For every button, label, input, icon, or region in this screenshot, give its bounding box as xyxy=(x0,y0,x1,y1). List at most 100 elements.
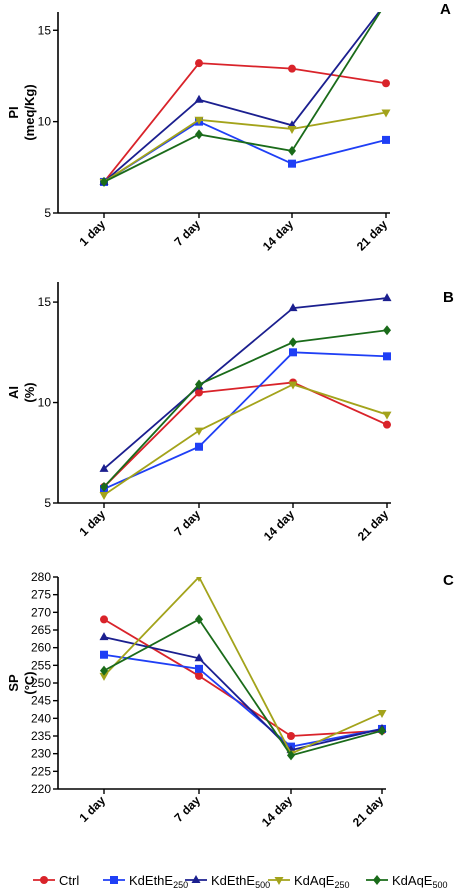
data-point-KdEthE500 xyxy=(288,303,298,312)
panel-label: A xyxy=(440,1,451,18)
y-axis-label: AI xyxy=(6,386,21,399)
data-point-Ctrl xyxy=(195,59,203,68)
data-point-KdEthE500 xyxy=(382,293,392,302)
x-tick-label: 7 day xyxy=(172,793,204,825)
data-point-KdAqE250 xyxy=(99,491,109,500)
data-point-KdAqE250 xyxy=(196,577,202,582)
series-line-KdAqE500 xyxy=(103,329,388,488)
x-tick-label: 1 day xyxy=(77,793,109,825)
x-tick-label: 21 day xyxy=(354,217,391,254)
series-line-Ctrl xyxy=(103,62,387,183)
legend-marker xyxy=(191,875,201,883)
legend-label: KdAqE250 xyxy=(294,873,350,890)
y-tick-label: 275 xyxy=(31,588,51,602)
data-point-Ctrl xyxy=(288,64,296,73)
x-tick-label: 1 day xyxy=(77,217,109,249)
data-point-Ctrl xyxy=(195,388,203,397)
data-point-KdAqE250 xyxy=(288,381,298,390)
data-point-KdEthE250 xyxy=(289,348,297,357)
x-tick-label: 7 day xyxy=(172,507,204,539)
series-line-KdEthE250 xyxy=(103,351,388,490)
x-tick-label: 14 day xyxy=(259,793,296,830)
data-point-KdEthE500 xyxy=(194,653,204,662)
legend-item-Ctrl: Ctrl xyxy=(33,873,79,888)
series-line-KdEthE500 xyxy=(103,297,388,470)
data-point-KdAqE250 xyxy=(377,710,387,719)
x-tick-label: 21 day xyxy=(350,793,387,830)
series-line-Ctrl xyxy=(103,618,383,737)
y-axis-label: SP xyxy=(6,674,21,692)
legend-item-KdAqE250: KdAqE250 xyxy=(268,873,350,890)
series-group xyxy=(99,577,387,761)
x-tick-label: 1 day xyxy=(77,507,109,539)
panel-c: 220 225 230 235 240 245 250 255 260 265 270 275 280 1… xyxy=(6,570,454,830)
data-point-KdEthE250 xyxy=(383,352,391,361)
data-point-KdEthE250 xyxy=(195,664,203,673)
legend-marker xyxy=(373,875,381,885)
legend-label: KdEthE500 xyxy=(211,873,270,890)
data-point-Ctrl xyxy=(382,79,390,88)
data-point-KdAqE500 xyxy=(100,176,108,187)
data-point-KdEthE250 xyxy=(195,442,203,451)
data-point-KdAqE250 xyxy=(194,116,204,125)
data-point-KdAqE500 xyxy=(287,750,295,761)
legend-marker xyxy=(110,876,118,884)
series-group xyxy=(99,12,391,187)
y-tick-label: 270 xyxy=(31,605,51,619)
y-tick-label: 10 xyxy=(38,396,52,410)
x-tick-label: 21 day xyxy=(355,507,392,544)
y-tick-label: 5 xyxy=(44,206,51,220)
legend: Ctrl KdEthE250 KdEthE500 KdAqE250 KdAqE500 xyxy=(33,873,448,890)
series-line-Ctrl xyxy=(103,381,388,488)
panel-a: 5 10 15 1 day 7 day 14 day 21 day PI (meq/Kg) A xyxy=(6,1,451,254)
series-line-KdAqE250 xyxy=(103,383,388,496)
data-point-Ctrl xyxy=(195,671,203,680)
data-point-KdAqE500 xyxy=(195,129,203,140)
panel-b: 5 10 15 1 day 7 day 14 day 21 day AI (%) B xyxy=(6,282,454,544)
series-line-KdEthE250 xyxy=(103,653,383,748)
data-point-KdAqE500 xyxy=(289,337,297,348)
legend-marker xyxy=(274,877,284,885)
y-tick-label: 280 xyxy=(31,570,51,584)
data-point-Ctrl xyxy=(287,732,295,740)
y-tick-label: 240 xyxy=(31,711,51,725)
panel-label: C xyxy=(443,572,454,589)
data-point-KdAqE500 xyxy=(383,325,391,336)
data-point-KdAqE500 xyxy=(100,481,108,492)
legend-label: Ctrl xyxy=(59,873,79,888)
y-axis-unit: (%) xyxy=(22,382,37,402)
data-point-KdAqE500 xyxy=(288,145,296,156)
legend-label: KdEthE250 xyxy=(129,873,188,890)
panel-label: B xyxy=(443,289,454,306)
y-axis-unit: (meq/Kg) xyxy=(22,84,37,140)
legend-item-KdEthE250: KdEthE250 xyxy=(103,873,188,890)
series-line-KdAqE250 xyxy=(103,111,387,183)
y-tick-label: 260 xyxy=(31,641,51,655)
data-point-KdEthE250 xyxy=(100,650,108,659)
series-line-KdEthE500 xyxy=(103,636,383,752)
series-line-KdEthE500 xyxy=(103,12,381,183)
data-point-KdEthE500 xyxy=(194,94,204,103)
data-point-KdAqE500 xyxy=(100,665,108,676)
data-point-KdEthE250 xyxy=(382,135,390,144)
x-tick-label: 7 day xyxy=(172,217,204,249)
y-axis-unit: (°C) xyxy=(22,671,37,694)
data-point-KdAqE250 xyxy=(381,109,391,118)
data-point-KdAqE250 xyxy=(99,672,109,681)
y-tick-label: 265 xyxy=(31,623,51,637)
y-axis-label: PI xyxy=(6,106,21,118)
data-point-KdAqE500 xyxy=(195,614,203,625)
data-point-KdEthE500 xyxy=(99,463,109,472)
data-point-KdAqE250 xyxy=(287,125,297,134)
y-tick-label: 235 xyxy=(31,729,51,743)
series-line-KdEthE250 xyxy=(103,120,387,183)
data-point-KdAqE250 xyxy=(194,427,204,436)
y-tick-label: 5 xyxy=(44,496,51,510)
series-line-KdAqE500 xyxy=(103,618,383,757)
data-point-KdAqE500 xyxy=(378,725,386,736)
legend-label: KdAqE500 xyxy=(392,873,448,890)
series-line-KdAqE250 xyxy=(103,577,383,755)
y-tick-label: 225 xyxy=(31,764,51,778)
